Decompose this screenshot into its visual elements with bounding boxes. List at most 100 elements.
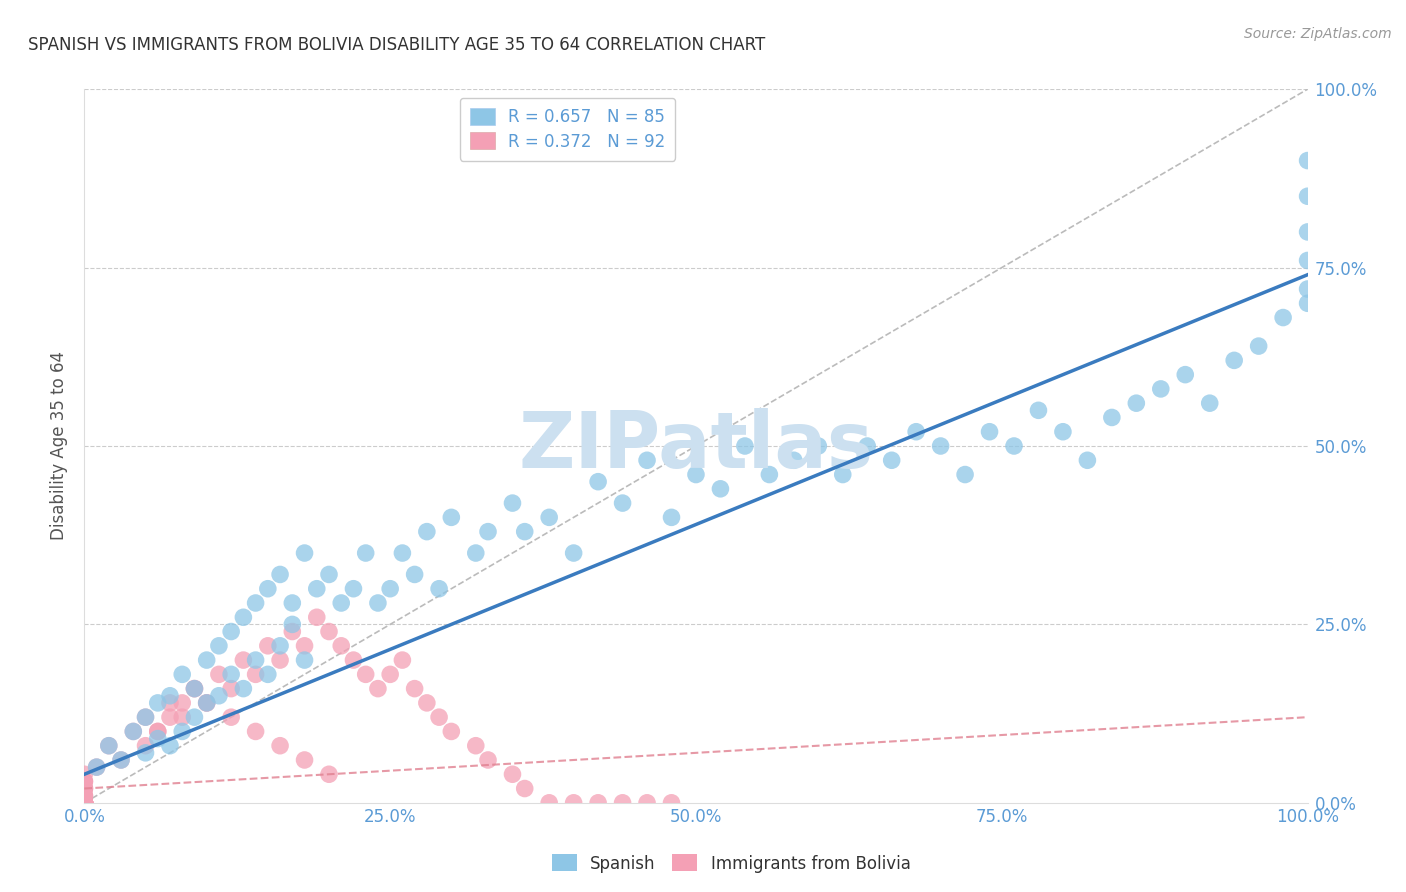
Point: [73, 796, 96, 810]
Point: [73, 796, 96, 810]
Point: [330, 596, 353, 610]
Point: [330, 639, 353, 653]
Point: [73, 796, 96, 810]
Point: [1247, 339, 1270, 353]
Point: [195, 696, 218, 710]
Point: [880, 453, 903, 467]
Point: [73, 796, 96, 810]
Point: [1125, 396, 1147, 410]
Point: [208, 667, 231, 681]
Point: [391, 546, 413, 560]
Point: [208, 689, 231, 703]
Legend: R = 0.657   N = 85, R = 0.372   N = 92: R = 0.657 N = 85, R = 0.372 N = 92: [460, 97, 675, 161]
Point: [464, 546, 486, 560]
Point: [183, 681, 205, 696]
Point: [135, 739, 157, 753]
Point: [380, 582, 402, 596]
Point: [73, 796, 96, 810]
Point: [195, 696, 218, 710]
Point: [269, 739, 291, 753]
Point: [135, 710, 157, 724]
Point: [269, 653, 291, 667]
Point: [195, 653, 218, 667]
Point: [342, 653, 364, 667]
Point: [232, 681, 254, 696]
Point: [367, 596, 389, 610]
Point: [73, 796, 96, 810]
Point: [1296, 253, 1319, 268]
Point: [354, 546, 377, 560]
Point: [73, 796, 96, 810]
Point: [281, 617, 304, 632]
Point: [538, 796, 561, 810]
Point: [709, 482, 731, 496]
Point: [219, 624, 242, 639]
Point: [367, 681, 389, 696]
Point: [929, 439, 952, 453]
Point: [318, 567, 340, 582]
Point: [172, 667, 194, 681]
Point: [232, 610, 254, 624]
Point: [172, 724, 194, 739]
Point: [73, 796, 96, 810]
Point: [1296, 153, 1319, 168]
Point: [73, 796, 96, 810]
Point: [183, 681, 205, 696]
Point: [122, 724, 145, 739]
Point: [1296, 225, 1319, 239]
Point: [477, 753, 499, 767]
Point: [73, 796, 96, 810]
Point: [245, 596, 267, 610]
Point: [73, 796, 96, 810]
Point: [219, 710, 242, 724]
Point: [427, 582, 450, 596]
Point: [661, 796, 683, 810]
Point: [305, 610, 328, 624]
Point: [73, 774, 96, 789]
Point: [73, 796, 96, 810]
Point: [257, 639, 280, 653]
Point: [586, 796, 609, 810]
Point: [245, 653, 267, 667]
Point: [440, 724, 463, 739]
Point: [464, 739, 486, 753]
Point: [257, 667, 280, 681]
Point: [146, 731, 169, 746]
Point: [294, 753, 316, 767]
Point: [122, 724, 145, 739]
Text: ZIPatlas: ZIPatlas: [519, 408, 873, 484]
Point: [1101, 410, 1123, 425]
Point: [404, 681, 426, 696]
Point: [73, 796, 96, 810]
Point: [294, 653, 316, 667]
Point: [734, 439, 756, 453]
Point: [342, 582, 364, 596]
Point: [1150, 382, 1173, 396]
Point: [1174, 368, 1197, 382]
Point: [73, 789, 96, 803]
Point: [538, 510, 561, 524]
Point: [636, 796, 658, 810]
Point: [86, 760, 108, 774]
Point: [135, 746, 157, 760]
Legend: Spanish, Immigrants from Bolivia: Spanish, Immigrants from Bolivia: [546, 847, 917, 880]
Point: [73, 796, 96, 810]
Point: [477, 524, 499, 539]
Point: [440, 510, 463, 524]
Point: [159, 710, 181, 724]
Point: [73, 796, 96, 810]
Point: [1076, 453, 1098, 467]
Point: [146, 696, 169, 710]
Point: [73, 781, 96, 796]
Point: [232, 653, 254, 667]
Point: [1296, 189, 1319, 203]
Point: [97, 739, 120, 753]
Point: [354, 667, 377, 681]
Point: [172, 710, 194, 724]
Point: [257, 582, 280, 596]
Point: [1002, 439, 1025, 453]
Point: [685, 467, 707, 482]
Point: [73, 781, 96, 796]
Point: [73, 781, 96, 796]
Point: [195, 696, 218, 710]
